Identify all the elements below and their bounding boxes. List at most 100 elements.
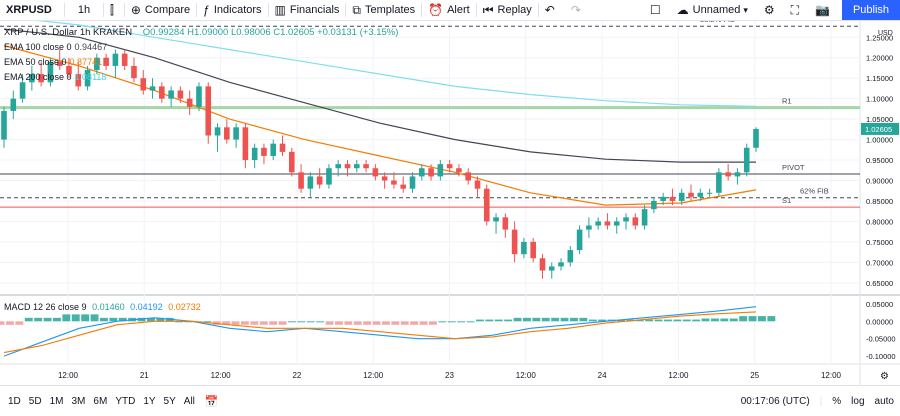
candle-body <box>103 57 109 66</box>
candle-body <box>530 241 536 259</box>
range-5y[interactable]: 5Y <box>163 395 176 407</box>
range-all[interactable]: All <box>183 395 195 407</box>
macd-tick-label: 0.05000 <box>866 300 893 309</box>
candle-body <box>548 266 555 271</box>
range-3m[interactable]: 3M <box>71 395 86 407</box>
candle-body <box>168 90 174 99</box>
candle-body <box>446 164 453 169</box>
chart-canvas[interactable]: 38.2% FIB R1 PIVOT 62% FIB S1 1.25000 1.20000… <box>0 21 900 385</box>
macd-histogram-bar <box>485 319 494 322</box>
candle-body <box>307 176 314 189</box>
candle-body <box>613 221 620 226</box>
alert-button[interactable]: ⏰ Alert <box>422 0 476 20</box>
redo-button[interactable]: ↷ <box>565 0 591 20</box>
snapshot-button[interactable]: 📷 <box>809 0 840 20</box>
candle-body <box>149 86 156 91</box>
candle-body <box>660 196 666 201</box>
clock[interactable]: 00:17:06 (UTC) <box>740 395 810 407</box>
macd-histogram-bar <box>222 321 231 325</box>
macd-histogram-bar <box>504 319 513 322</box>
replay-button[interactable]: ⏮ Replay <box>477 0 538 20</box>
replay-label: Replay <box>497 4 532 16</box>
range-1y[interactable]: 1Y <box>143 395 156 407</box>
auto-toggle[interactable]: auto <box>874 395 894 407</box>
macd-histogram-bar <box>466 321 475 323</box>
layout-button[interactable]: ☐ <box>644 0 671 20</box>
indicators-button[interactable]: ƒ Indicators <box>197 0 267 20</box>
range-1m[interactable]: 1M <box>49 395 64 407</box>
macd-histogram-bar <box>447 321 456 323</box>
candle-body <box>706 192 713 194</box>
macd-histogram-bar <box>551 317 560 322</box>
publish-button[interactable]: Publish <box>842 0 900 20</box>
macd-histogram-bar <box>729 318 738 322</box>
redo-icon: ↷ <box>570 3 581 17</box>
candle-body <box>474 180 481 189</box>
candle-body <box>483 188 490 222</box>
candle-body <box>381 176 388 181</box>
macd-histogram-bar <box>335 321 343 325</box>
macd-histogram-bar <box>15 321 24 325</box>
candle-body <box>725 172 731 177</box>
interval-button[interactable]: 1h <box>77 4 91 16</box>
candle-body <box>131 65 137 79</box>
time-tick-label: 22 <box>292 371 301 380</box>
log-toggle[interactable]: log <box>851 395 865 407</box>
candle-body <box>651 200 657 210</box>
macd-histogram-bar <box>673 319 682 322</box>
macd-hist-value: 0.01460 <box>92 302 125 312</box>
macd-pane <box>0 306 776 357</box>
range-buttons: 1D 5D 1M 3M 6M YTD 1Y 5Y All <box>0 396 199 407</box>
fullscreen-button[interactable]: ⛶ <box>785 0 809 20</box>
top-toolbar: XRPUSD 1h ⫿ ⊕ Compare ƒ Indicators ▥ Financ… <box>0 0 900 21</box>
settings-button[interactable]: ⚙ <box>758 0 785 20</box>
legend-ema50[interactable]: EMA 50 close 0 0.87741 <box>4 57 102 67</box>
ema100-line <box>3 28 756 163</box>
candle-body <box>66 65 72 75</box>
range-5d[interactable]: 5D <box>28 395 42 407</box>
symbol-search[interactable]: XRPUSD <box>6 4 52 16</box>
financials-button[interactable]: ▥ Financials <box>269 0 346 20</box>
macd-histogram-bar <box>382 321 390 325</box>
macd-label: MACD 12 26 close 9 <box>4 302 87 312</box>
fullscreen-icon: ⛶ <box>790 2 800 17</box>
macd-histogram-bar <box>241 321 249 325</box>
date-range-icon[interactable]: 📅 <box>204 395 219 408</box>
macd-histogram-bar <box>43 317 52 322</box>
legend-macd[interactable]: MACD 12 26 close 9 0.01460 0.04192 0.027… <box>4 302 201 312</box>
time-tick-label: 12:00 <box>363 371 384 380</box>
range-ytd[interactable]: YTD <box>115 395 136 407</box>
ema200-label: EMA 200 close 0 <box>4 72 72 82</box>
time-tick-label: 21 <box>140 371 149 380</box>
percent-toggle[interactable]: % <box>832 395 842 407</box>
candle-body <box>261 147 267 156</box>
ohlc-values: O0.99284 H1.09000 L0.98006 C1.02605 +0.0… <box>142 27 399 38</box>
chart-style-button[interactable]: ⫿ <box>104 0 124 20</box>
time-tick-label: 23 <box>445 371 454 380</box>
legend-ema200[interactable]: EMA 200 close 0 1.08118 <box>4 72 106 82</box>
range-6m[interactable]: 6M <box>93 395 108 407</box>
macd-histogram-bar <box>306 321 315 323</box>
range-1d[interactable]: 1D <box>8 395 21 407</box>
last-price-tag <box>861 122 899 135</box>
compare-button[interactable]: ⊕ Compare <box>125 0 196 20</box>
templates-label: Templates <box>365 4 416 16</box>
candle-body <box>205 86 212 136</box>
macd-signal-line <box>3 311 757 354</box>
candle-body <box>335 164 342 169</box>
candle-body <box>753 128 759 148</box>
divider <box>64 3 65 17</box>
candle-body <box>586 225 592 230</box>
templates-button[interactable]: ⧉ Templates <box>346 0 421 20</box>
indicators-label: Indicators <box>213 4 262 16</box>
macd-histogram-bar <box>24 317 33 322</box>
candle-body <box>56 61 63 66</box>
undo-icon: ↶ <box>544 3 555 17</box>
divider <box>537 3 539 17</box>
alarm-clock-icon: ⏰ <box>428 3 444 17</box>
candle-body <box>641 209 648 226</box>
layout-name-button[interactable]: ☁ Unnamed ▾ <box>671 0 758 20</box>
candle-body <box>558 262 564 267</box>
undo-button[interactable]: ↶ <box>539 0 565 20</box>
legend-ema100[interactable]: EMA 100 close 0 0.94467 <box>4 42 107 52</box>
